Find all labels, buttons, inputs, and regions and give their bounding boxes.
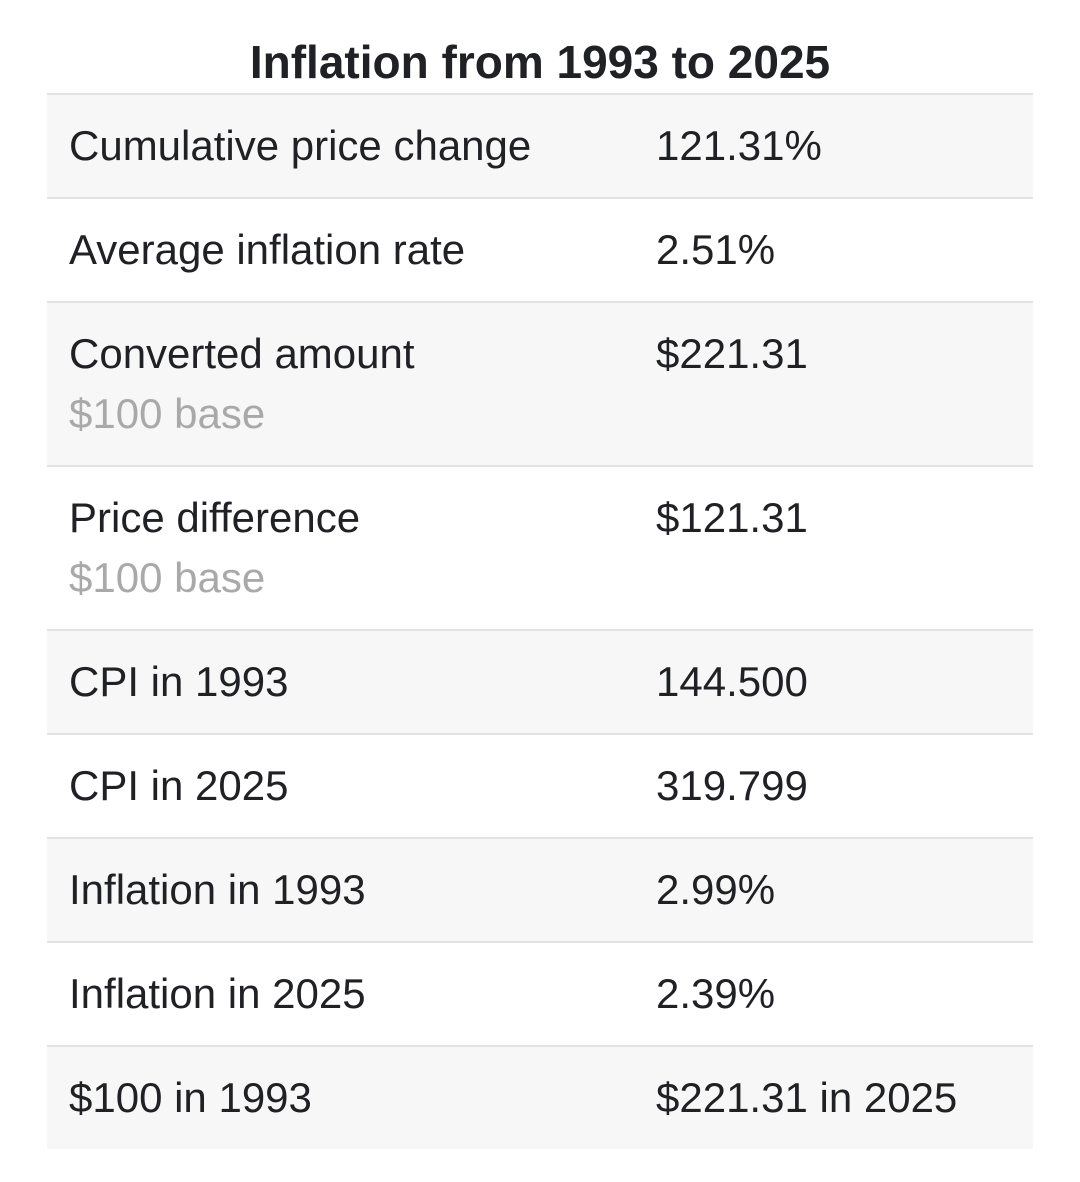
row-label-cell: Converted amount $100 base <box>47 329 634 439</box>
table-row: Price difference $100 base $121.31 <box>47 465 1033 629</box>
row-value: 2.39% <box>656 970 776 1017</box>
row-value: 121.31% <box>656 122 822 169</box>
row-label: CPI in 1993 <box>69 658 289 705</box>
row-sublabel: $100 base <box>69 390 266 437</box>
row-label: Average inflation rate <box>69 226 466 273</box>
row-value: 144.500 <box>656 658 808 705</box>
row-value: $121.31 <box>656 494 808 541</box>
row-label-cell: Inflation in 2025 <box>47 969 634 1019</box>
row-label-cell: Inflation in 1993 <box>47 865 634 915</box>
row-label: Cumulative price change <box>69 122 532 169</box>
row-label-cell: $100 in 1993 <box>47 1073 634 1123</box>
row-label: $100 in 1993 <box>69 1074 312 1121</box>
row-label: Converted amount <box>69 330 415 377</box>
row-label-cell: CPI in 2025 <box>47 761 634 811</box>
table-row: Cumulative price change 121.31% <box>47 93 1033 197</box>
table-row: Average inflation rate 2.51% <box>47 197 1033 301</box>
row-label-cell: CPI in 1993 <box>47 657 634 707</box>
row-label: Inflation in 2025 <box>69 970 366 1017</box>
row-value: $221.31 in 2025 <box>656 1074 958 1121</box>
row-label: Inflation in 1993 <box>69 866 366 913</box>
table-row: $100 in 1993 $221.31 in 2025 <box>47 1045 1033 1149</box>
table-row: CPI in 1993 144.500 <box>47 629 1033 733</box>
table-row: Converted amount $100 base $221.31 <box>47 301 1033 465</box>
row-label: CPI in 2025 <box>69 762 289 809</box>
card-title: Inflation from 1993 to 2025 <box>249 36 831 88</box>
row-label-cell: Price difference $100 base <box>47 493 634 603</box>
row-label-cell: Average inflation rate <box>47 225 634 275</box>
inflation-table: Cumulative price change 121.31% Average … <box>47 93 1033 1149</box>
row-value: 2.51% <box>656 226 776 273</box>
table-row: Inflation in 2025 2.39% <box>47 941 1033 1045</box>
row-value: 319.799 <box>656 762 808 809</box>
table-row: CPI in 2025 319.799 <box>47 733 1033 837</box>
row-sublabel: $100 base <box>69 554 266 601</box>
table-row: Inflation in 1993 2.99% <box>47 837 1033 941</box>
row-label-cell: Cumulative price change <box>47 121 634 171</box>
row-value: $221.31 <box>656 330 808 377</box>
row-value: 2.99% <box>656 866 776 913</box>
row-label: Price difference <box>69 494 361 541</box>
